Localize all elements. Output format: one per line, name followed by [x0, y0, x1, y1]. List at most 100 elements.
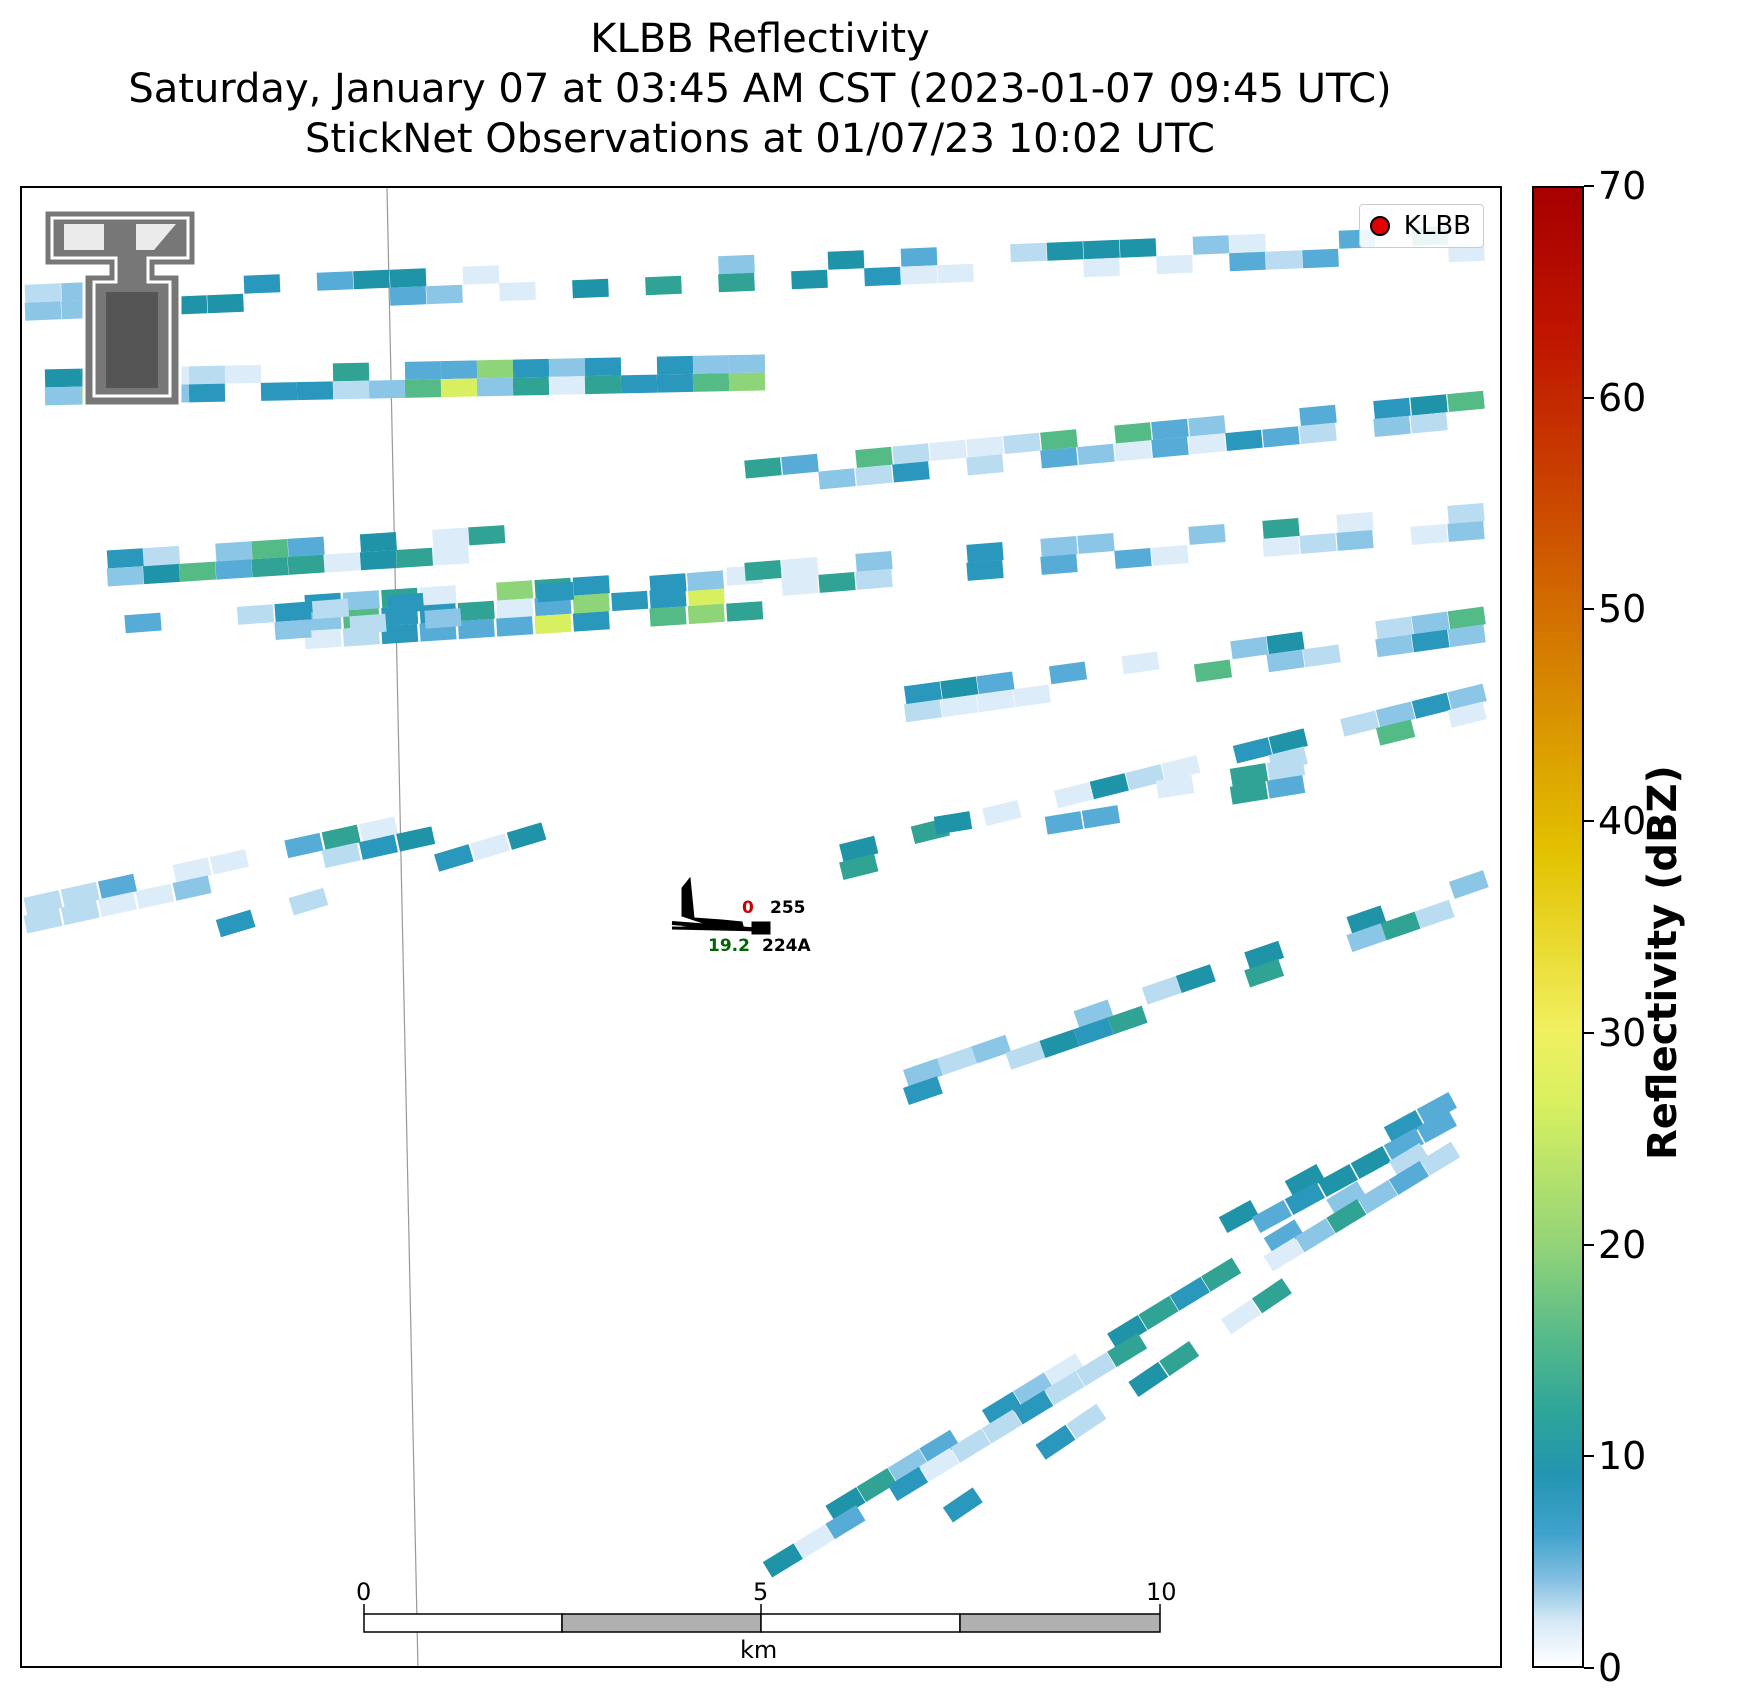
chart-title: KLBB Reflectivity	[590, 16, 930, 62]
reflectivity-bin	[243, 274, 281, 294]
reflectivity-bin	[470, 833, 511, 861]
chart-subtitle-time: Saturday, January 07 at 03:45 AM CST (20…	[128, 66, 1392, 112]
reflectivity-bin	[656, 355, 694, 375]
reflectivity-bin	[1336, 530, 1374, 551]
reflectivity-bin	[1044, 1371, 1085, 1406]
reflectivity-bin	[942, 1487, 983, 1523]
reflectivity-bin	[966, 542, 1004, 563]
colorbar-tick-mark	[1584, 1243, 1594, 1246]
reflectivity-bin	[1373, 415, 1411, 438]
reflectivity-bin	[940, 676, 979, 700]
reflectivity-bin	[1383, 1128, 1424, 1162]
colorbar-tick-mark	[1584, 820, 1594, 823]
reflectivity-bin	[825, 1487, 866, 1522]
reflectivity-bin	[1447, 701, 1487, 728]
reflectivity-bin	[937, 263, 974, 284]
reflectivity-bin	[60, 899, 100, 926]
reflectivity-bin	[432, 545, 470, 566]
reflectivity-bin	[1119, 238, 1157, 258]
reflectivity-bin	[1221, 1299, 1261, 1335]
legend-label: KLBB	[1403, 211, 1471, 241]
reflectivity-bin	[304, 628, 342, 650]
reflectivity-bin	[572, 611, 610, 632]
reflectivity-bin	[1411, 692, 1452, 719]
reflectivity-bin	[1375, 616, 1414, 640]
reflectivity-bin	[1077, 443, 1115, 466]
colorbar-tick-mark	[1584, 396, 1594, 399]
reflectivity-bin	[1263, 1237, 1304, 1272]
reflectivity-bin	[818, 468, 856, 490]
reflectivity-bin	[386, 592, 425, 614]
reflectivity-bin	[584, 375, 622, 395]
reflectivity-bin	[359, 531, 397, 553]
reflectivity-bin	[1375, 719, 1416, 746]
reflectivity-bin	[1373, 397, 1411, 420]
reflectivity-bin	[1262, 536, 1300, 557]
reflectivity-bin	[457, 600, 495, 622]
reflectivity-bin	[1346, 923, 1387, 953]
reflectivity-bin	[1044, 811, 1084, 835]
reflectivity-bin	[1156, 254, 1193, 275]
reflectivity-bin	[419, 585, 457, 606]
reflectivity-bin	[97, 873, 137, 900]
reflectivity-bin	[855, 446, 893, 469]
reflectivity-bin	[457, 618, 495, 640]
reflectivity-bin	[1410, 524, 1448, 545]
reflectivity-bin	[353, 269, 390, 290]
reflectivity-bin	[1414, 899, 1455, 929]
reflectivity-bin	[1155, 775, 1195, 799]
reflectivity-bin	[1013, 1372, 1054, 1407]
reflectivity-bin	[781, 557, 819, 578]
reflectivity-bin	[825, 1505, 866, 1540]
reflectivity-bin	[534, 613, 572, 635]
reflectivity-bin	[548, 376, 586, 395]
reflectivity-bin	[395, 547, 434, 568]
reflectivity-bin	[855, 464, 893, 487]
colorbar-tick-mark	[1584, 608, 1594, 611]
reflectivity-bin	[1262, 426, 1300, 448]
reflectivity-bin	[1357, 1179, 1398, 1215]
reflectivity-bin	[1380, 911, 1421, 941]
reflectivity-bin	[1040, 429, 1078, 451]
reflectivity-bin	[496, 616, 534, 637]
reflectivity-bin	[224, 364, 262, 384]
reflectivity-bin	[358, 834, 398, 860]
reflectivity-bin	[1114, 440, 1152, 462]
reflectivity-bin	[536, 581, 575, 603]
reflectivity-bin	[1383, 1110, 1424, 1144]
reflectivity-bin	[462, 265, 500, 285]
klbb-marker-icon	[1369, 216, 1390, 236]
reflectivity-bin	[506, 822, 547, 850]
reflectivity-bin	[762, 1543, 803, 1578]
reflectivity-bin	[1188, 524, 1226, 545]
scalebar-tick-5: 5	[753, 1578, 769, 1606]
reflectivity-bin	[1125, 764, 1165, 791]
radar-map: KLBB 255 0 19.2 224A 0 5 10 km	[20, 186, 1502, 1668]
reflectivity-bin	[981, 1391, 1023, 1426]
reflectivity-bin	[389, 286, 427, 306]
reflectivity-bin	[1251, 1278, 1292, 1314]
reflectivity-bin	[296, 381, 334, 401]
reflectivity-bin	[687, 603, 725, 625]
reflectivity-bin	[1295, 1218, 1336, 1253]
reflectivity-bin	[207, 293, 244, 314]
colorbar-tick-label: 0	[1598, 1646, 1623, 1690]
reflectivity-bin	[316, 271, 354, 291]
reflectivity-bin	[172, 875, 212, 901]
reflectivity-bin	[321, 842, 361, 868]
reflectivity-bin	[440, 360, 478, 380]
reflectivity-bin	[1375, 634, 1414, 658]
reflectivity-bin	[135, 883, 175, 909]
reflectivity-bin	[1114, 422, 1152, 444]
reflectivity-bin	[855, 551, 893, 572]
reflectivity-bin	[1336, 512, 1374, 533]
reflectivity-bin	[1188, 433, 1226, 455]
reflectivity-bin	[839, 853, 879, 880]
reflectivity-bin	[1326, 1181, 1367, 1216]
reflectivity-bin	[1416, 1092, 1457, 1126]
reflectivity-bin	[1151, 436, 1189, 459]
reflectivity-bin	[1420, 1141, 1461, 1176]
reflectivity-bin	[1299, 422, 1337, 445]
reflectivity-layer	[23, 188, 1489, 1666]
reflectivity-bin	[251, 556, 289, 578]
